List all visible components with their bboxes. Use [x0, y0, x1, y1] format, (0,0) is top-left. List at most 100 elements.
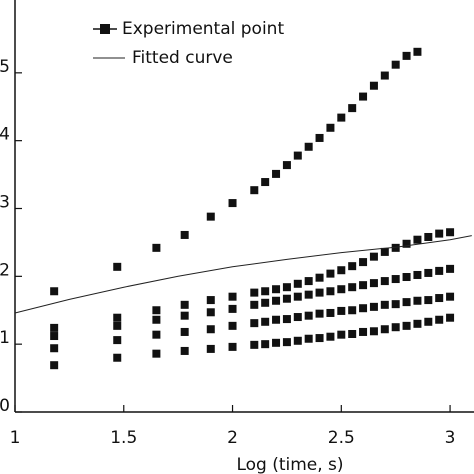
experimental-point: [337, 266, 346, 275]
experimental-point: [315, 288, 324, 297]
x-axis-label: Log (time, s): [236, 455, 343, 474]
x-tick-label: 2.5: [328, 428, 355, 448]
experimental-point: [380, 71, 389, 80]
experimental-point: [435, 266, 444, 275]
experimental-point: [413, 270, 422, 279]
legend-label: Experimental point: [122, 19, 284, 39]
experimental-point: [250, 340, 259, 349]
experimental-point: [228, 321, 237, 330]
experimental-point: [337, 306, 346, 315]
experimental-point: [391, 323, 400, 332]
experimental-point: [326, 308, 335, 317]
experimental-point: [348, 104, 357, 113]
experimental-point: [435, 229, 444, 238]
experimental-point: [391, 60, 400, 69]
experimental-point: [113, 321, 122, 330]
experimental-point: [50, 287, 59, 296]
experimental-point: [337, 330, 346, 339]
experimental-point: [113, 313, 122, 322]
experimental-point: [369, 252, 378, 261]
experimental-point: [261, 178, 270, 187]
experimental-point: [272, 285, 281, 294]
experimental-point: [206, 296, 215, 305]
experimental-point: [261, 287, 270, 296]
experimental-point: [413, 296, 422, 305]
experimental-point: [380, 277, 389, 286]
experimental-point: [424, 268, 433, 277]
experimental-point: [369, 302, 378, 311]
experimental-point: [337, 285, 346, 294]
y-tick-label: 0: [0, 396, 10, 416]
experimental-point: [272, 315, 281, 324]
experimental-point: [359, 92, 368, 101]
experimental-point: [293, 279, 302, 288]
experimental-point: [326, 332, 335, 341]
experimental-point: [228, 199, 237, 208]
experimental-point: [180, 230, 189, 239]
y-tick-label: 4: [0, 125, 10, 145]
experimental-point: [180, 311, 189, 320]
experimental-point: [113, 262, 122, 271]
experimental-point: [402, 321, 411, 330]
experimental-point: [326, 269, 335, 278]
y-tick-label: 5: [0, 57, 10, 77]
fitted-curve: [14, 235, 472, 314]
experimental-point: [293, 336, 302, 345]
x-tick-label: 2: [227, 428, 238, 448]
experimental-point: [50, 361, 59, 370]
experimental-point: [348, 262, 357, 271]
experimental-point: [348, 329, 357, 338]
experimental-point: [315, 133, 324, 142]
experimental-point: [446, 264, 455, 273]
experimental-point: [413, 235, 422, 244]
experimental-point: [261, 298, 270, 307]
experimental-point: [152, 330, 161, 339]
experimental-point: [228, 304, 237, 313]
experimental-point: [304, 290, 313, 299]
experimental-point: [206, 212, 215, 221]
experimental-point: [282, 283, 291, 292]
experimental-point: [272, 338, 281, 347]
experimental-point: [391, 275, 400, 284]
experimental-point: [348, 283, 357, 292]
experimental-point: [413, 319, 422, 328]
experimental-point: [272, 296, 281, 305]
experimental-point: [413, 47, 422, 56]
experimental-point: [250, 186, 259, 195]
experimental-point: [272, 169, 281, 178]
experimental-point: [369, 279, 378, 288]
experimental-point: [180, 327, 189, 336]
experimental-point: [152, 315, 161, 324]
experimental-point: [113, 336, 122, 345]
experimental-point: [50, 344, 59, 353]
experimental-point: [359, 327, 368, 336]
experimental-point: [228, 292, 237, 301]
experimental-point: [337, 113, 346, 122]
experimental-point: [206, 344, 215, 353]
legend-marker: [100, 24, 110, 34]
experimental-point: [304, 311, 313, 320]
experimental-point: [348, 306, 357, 315]
experimental-point: [152, 349, 161, 358]
experimental-point: [250, 300, 259, 309]
experimental-point: [391, 300, 400, 309]
experimental-point: [152, 306, 161, 315]
experimental-point: [402, 239, 411, 248]
experimental-point: [304, 142, 313, 151]
experimental-point: [180, 300, 189, 309]
experimental-point: [380, 325, 389, 334]
experimental-point: [293, 292, 302, 301]
experimental-point: [250, 288, 259, 297]
experimental-point: [424, 296, 433, 305]
experimental-point: [261, 317, 270, 326]
experimental-point: [446, 313, 455, 322]
experimental-point: [50, 332, 59, 341]
x-tick-label: 1: [10, 428, 21, 448]
experimental-point: [369, 327, 378, 336]
x-tick-label: 1.5: [110, 428, 137, 448]
experimental-point: [250, 319, 259, 328]
experimental-point: [424, 232, 433, 241]
experimental-point: [446, 292, 455, 301]
experimental-point: [282, 161, 291, 170]
experimental-point: [402, 51, 411, 60]
